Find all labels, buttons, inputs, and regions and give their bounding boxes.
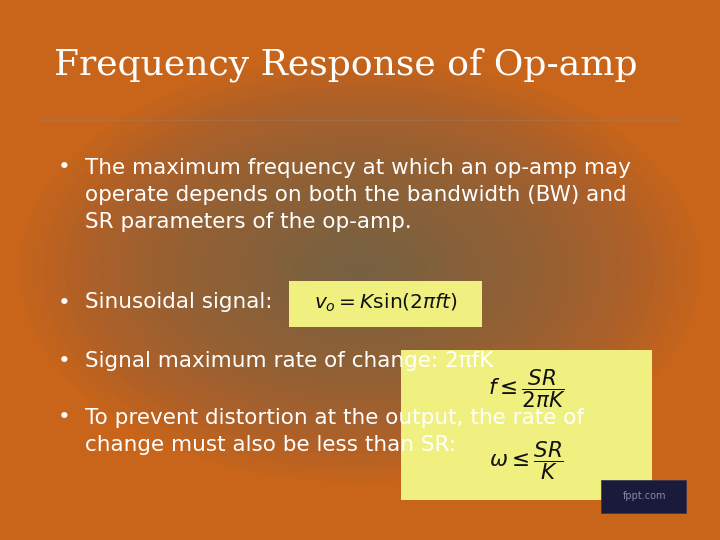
FancyBboxPatch shape (401, 350, 652, 500)
Text: To prevent distortion at the output, the rate of
change must also be less than S: To prevent distortion at the output, the… (85, 408, 584, 455)
Text: •: • (58, 351, 70, 371)
FancyBboxPatch shape (289, 280, 482, 327)
Text: •: • (58, 293, 70, 313)
Text: •: • (58, 158, 70, 178)
Text: fppt.com: fppt.com (623, 491, 666, 501)
FancyBboxPatch shape (601, 480, 686, 512)
Text: $\omega \leq \dfrac{SR}{K}$: $\omega \leq \dfrac{SR}{K}$ (489, 440, 564, 482)
Text: •: • (58, 408, 70, 428)
Text: Sinusoidal signal:: Sinusoidal signal: (85, 293, 279, 313)
Text: Signal maximum rate of change: 2πfK: Signal maximum rate of change: 2πfK (85, 351, 493, 371)
Text: $f \leq \dfrac{SR}{2\pi K}$: $f \leq \dfrac{SR}{2\pi K}$ (487, 368, 566, 410)
Text: The maximum frequency at which an op-amp may
operate depends on both the bandwid: The maximum frequency at which an op-amp… (85, 158, 631, 232)
Text: Frequency Response of Op-amp: Frequency Response of Op-amp (54, 48, 638, 82)
Text: $v_o = K\sin(2\pi ft)$: $v_o = K\sin(2\pi ft)$ (314, 292, 457, 314)
